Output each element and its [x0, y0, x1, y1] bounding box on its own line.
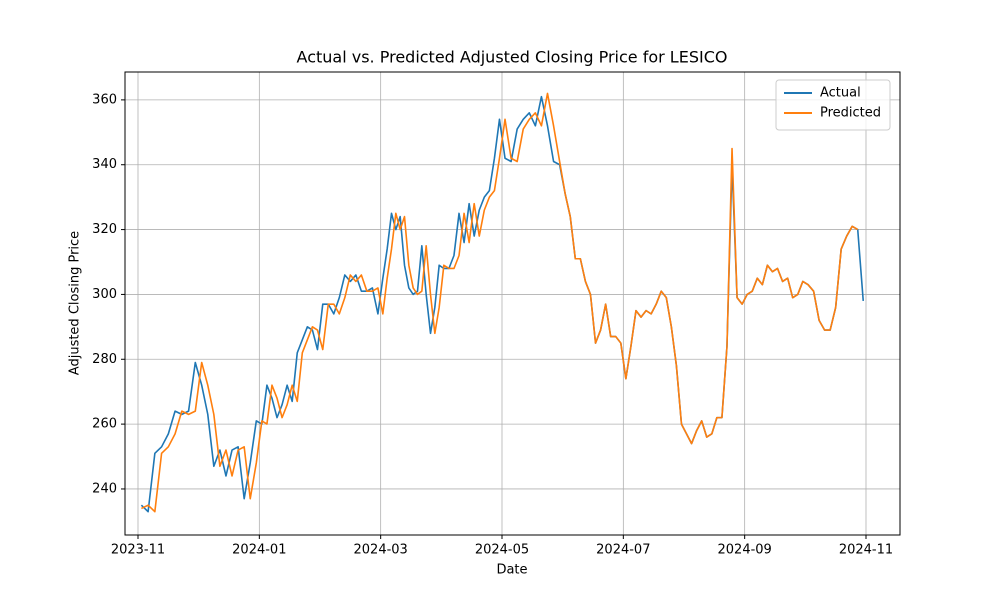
x-tick-label: 2024-03: [354, 543, 408, 558]
y-tick-label: 360: [92, 92, 117, 107]
y-tick-label: 260: [92, 417, 117, 432]
data-line: [141, 92, 859, 513]
x-tick-label: 2024-11: [839, 543, 893, 558]
y-axis-label: Adjusted Closing Price: [68, 231, 83, 375]
x-tick-label: 2023-11: [111, 543, 165, 558]
x-axis-label: Date: [496, 563, 527, 578]
legend-label: Predicted: [820, 106, 881, 121]
y-tick-label: 300: [92, 287, 117, 302]
y-tick-label: 240: [92, 481, 117, 496]
x-tick-label: 2024-07: [596, 543, 650, 558]
legend: Actual Predicted: [775, 79, 891, 131]
chart-title: Actual vs. Predicted Adjusted Closing Pr…: [297, 48, 728, 67]
x-tick-label: 2024-01: [232, 543, 286, 558]
y-tick-label: 340: [92, 157, 117, 172]
legend-label: Actual: [820, 86, 861, 101]
y-tick-label: 280: [92, 352, 117, 367]
plot-frame: [124, 71, 901, 536]
x-tick-label: 2024-09: [718, 543, 772, 558]
y-tick-label: 320: [92, 222, 117, 237]
x-tick-label: 2024-05: [475, 543, 529, 558]
